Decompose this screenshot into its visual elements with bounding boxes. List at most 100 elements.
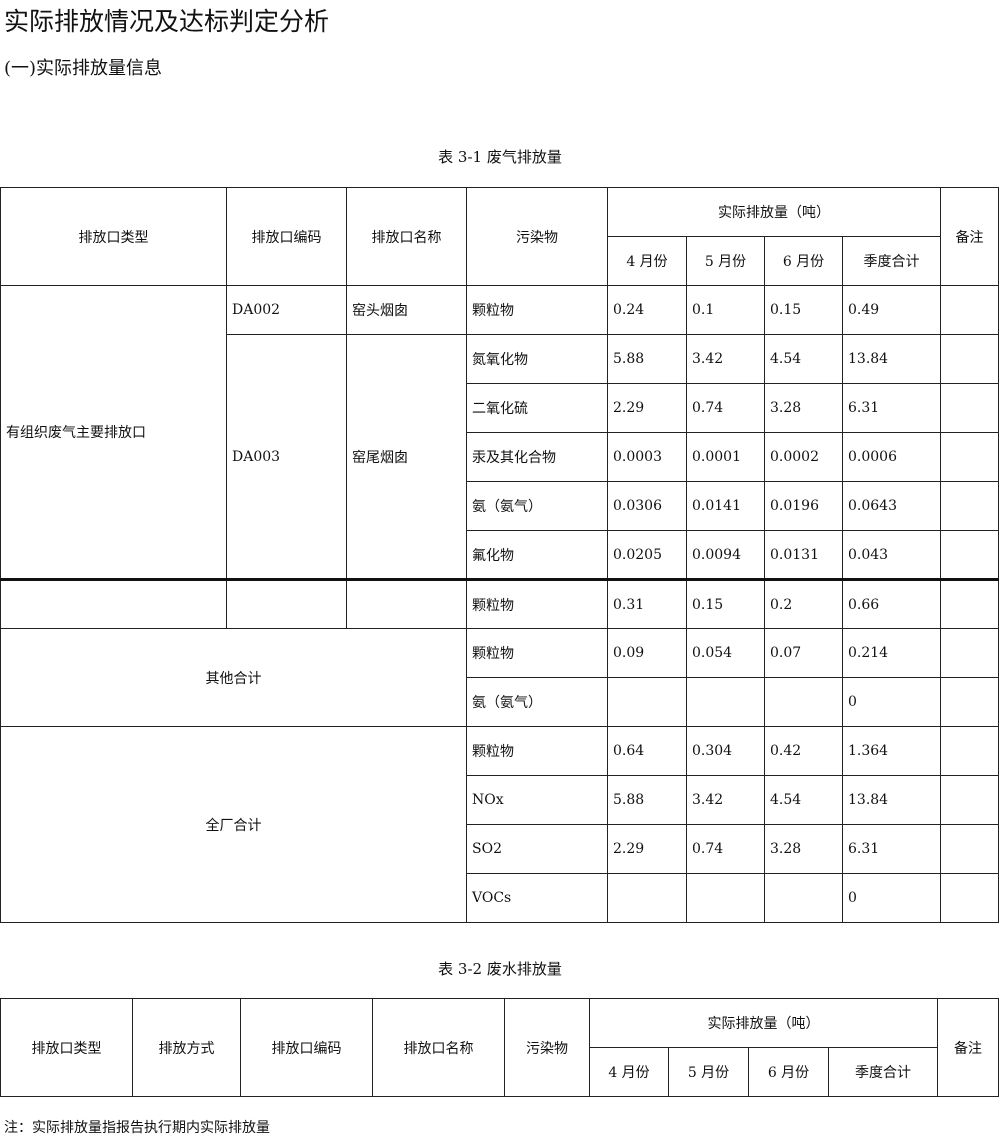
table-cell <box>940 775 999 825</box>
table-cell: 有组织废气主要排放口 <box>0 285 227 580</box>
table2-caption: 表 3-2 废水排放量 <box>438 960 562 978</box>
header-cell: 排放口编码 <box>226 187 347 286</box>
footnote: 注：实际排放量指报告执行期内实际排放量 <box>4 1120 270 1136</box>
table-cell <box>940 628 999 678</box>
table-cell: 0.74 <box>686 824 765 874</box>
table-cell: 氮氧化物 <box>466 334 608 384</box>
table-cell: 0.0003 <box>607 432 687 482</box>
table-cell: 13.84 <box>842 334 941 384</box>
table-cell <box>764 873 843 923</box>
table-cell: 0.0002 <box>764 432 843 482</box>
table-cell: 4.54 <box>764 334 843 384</box>
table-cell: 5.88 <box>607 334 687 384</box>
header-cell: 排放方式 <box>132 998 241 1097</box>
table-cell: 2.29 <box>607 383 687 433</box>
table-cell <box>940 383 999 433</box>
table-cell: 二氧化硫 <box>466 383 608 433</box>
header-cell: 6 月份 <box>764 236 843 286</box>
table-row: VOCs 0 <box>1 873 999 923</box>
table-cell <box>940 530 999 580</box>
table-cell: 3.28 <box>764 824 843 874</box>
table1-caption: 表 3-1 废气排放量 <box>438 148 562 166</box>
page-title: 实际排放情况及达标判定分析 <box>4 7 330 36</box>
table-cell: 全厂合计 <box>0 726 467 923</box>
table-cell: 6.31 <box>842 383 941 433</box>
table-cell: 1.364 <box>842 726 941 776</box>
table-cell <box>226 578 347 629</box>
table-cell <box>940 285 999 335</box>
table-row: 汞及其化合物 0.0003 0.0001 0.0002 0.0006 <box>1 432 999 482</box>
table-cell: 氨（氨气） <box>466 677 608 727</box>
table-row: DA003 窑尾烟囱 氮氧化物 5.88 3.42 4.54 13.84 <box>1 334 999 580</box>
table-cell: 0.09 <box>607 628 687 678</box>
table-cell: 0.214 <box>842 628 941 678</box>
table-cell: 0.2 <box>764 578 843 629</box>
table-row: SO2 2.29 0.74 3.28 6.31 <box>1 824 999 874</box>
header-row: 4 月份 5 月份 6 月份 季度合计 <box>1 236 999 286</box>
table-cell: VOCs <box>466 873 608 923</box>
header-cell: 备注 <box>940 187 999 286</box>
table-row: 有组织废气主要排放口 DA002 窑头烟囱 颗粒物 0.24 0.1 0.15 0.49 <box>0 285 999 580</box>
table-cell: 4.54 <box>764 775 843 825</box>
table-cell: 2.29 <box>607 824 687 874</box>
header-cell: 备注 <box>937 998 999 1097</box>
table-cell <box>346 578 467 629</box>
wastewater-emission-table: 排放口类型 排放方式 排放口编码 排放口名称 污染物 实际排放量（吨） 备注 4 月份 5 月份… <box>0 998 999 1097</box>
table-cell: 颗粒物 <box>466 726 608 776</box>
table-cell: 6.31 <box>842 824 941 874</box>
table-cell: 5.88 <box>607 775 687 825</box>
table-cell: 0.49 <box>842 285 941 335</box>
table-cell: 颗粒物 <box>466 628 608 678</box>
table-cell <box>940 334 999 384</box>
table-cell: 窑尾烟囱 <box>346 334 467 580</box>
table-cell <box>607 873 687 923</box>
table-cell: 0 <box>842 677 941 727</box>
table-cell: 3.42 <box>686 775 765 825</box>
table-cell: NOx <box>466 775 608 825</box>
table-row: 颗粒物 0.31 0.15 0.2 0.66 <box>0 578 999 629</box>
table-cell <box>940 481 999 531</box>
table-cell: 0.24 <box>607 285 687 335</box>
table-cell: 0.42 <box>764 726 843 776</box>
header-row: 排放口类型 排放口编码 排放口名称 污染物 实际排放量（吨） 备注 <box>0 187 999 286</box>
table-cell <box>0 578 227 629</box>
waste-gas-emission-table: 排放口类型 排放口编码 排放口名称 污染物 实际排放量（吨） 备注 4 月份 5 月份 6 月份… <box>0 187 999 923</box>
table-cell: DA003 <box>226 334 347 580</box>
header-cell: 污染物 <box>466 187 608 286</box>
table-cell: 0.0094 <box>686 530 765 580</box>
table-row: 二氧化硫 2.29 0.74 3.28 6.31 <box>1 383 999 433</box>
table-cell <box>940 677 999 727</box>
table-cell <box>940 824 999 874</box>
table-cell: 0.0001 <box>686 432 765 482</box>
table-cell: 其他合计 <box>0 628 467 727</box>
table-cell: 0.31 <box>607 578 687 629</box>
table-row: 氨（氨气） 0.0306 0.0141 0.0196 0.0643 <box>1 481 999 531</box>
header-cell: 排放口名称 <box>372 998 505 1097</box>
table-cell: 0.0205 <box>607 530 687 580</box>
table-cell <box>764 677 843 727</box>
table-cell: 0 <box>842 873 941 923</box>
header-cell: 污染物 <box>504 998 590 1097</box>
header-cell: 实际排放量（吨） <box>589 998 938 1048</box>
table-cell: 0.054 <box>686 628 765 678</box>
header-row: 4 月份 5 月份 6 月份 季度合计 <box>1 1047 999 1097</box>
header-cell: 实际排放量（吨） <box>607 187 941 237</box>
header-cell: 季度合计 <box>828 1047 938 1097</box>
header-cell: 季度合计 <box>842 236 941 286</box>
table-cell: 0.0643 <box>842 481 941 531</box>
table-cell: 3.42 <box>686 334 765 384</box>
header-cell: 5 月份 <box>668 1047 749 1097</box>
table-cell: 0.07 <box>764 628 843 678</box>
header-row: 排放口类型 排放方式 排放口编码 排放口名称 污染物 实际排放量（吨） 备注 <box>0 998 999 1097</box>
table-cell: 0.0196 <box>764 481 843 531</box>
table-cell: 0.74 <box>686 383 765 433</box>
table-cell <box>940 873 999 923</box>
table-cell: 0.15 <box>764 285 843 335</box>
table-cell: 汞及其化合物 <box>466 432 608 482</box>
table-cell: 0.0006 <box>842 432 941 482</box>
table-row: NOx 5.88 3.42 4.54 13.84 <box>1 775 999 825</box>
header-cell: 排放口编码 <box>240 998 373 1097</box>
header-cell: 4 月份 <box>607 236 687 286</box>
header-cell: 6 月份 <box>748 1047 829 1097</box>
table-cell: 0.1 <box>686 285 765 335</box>
